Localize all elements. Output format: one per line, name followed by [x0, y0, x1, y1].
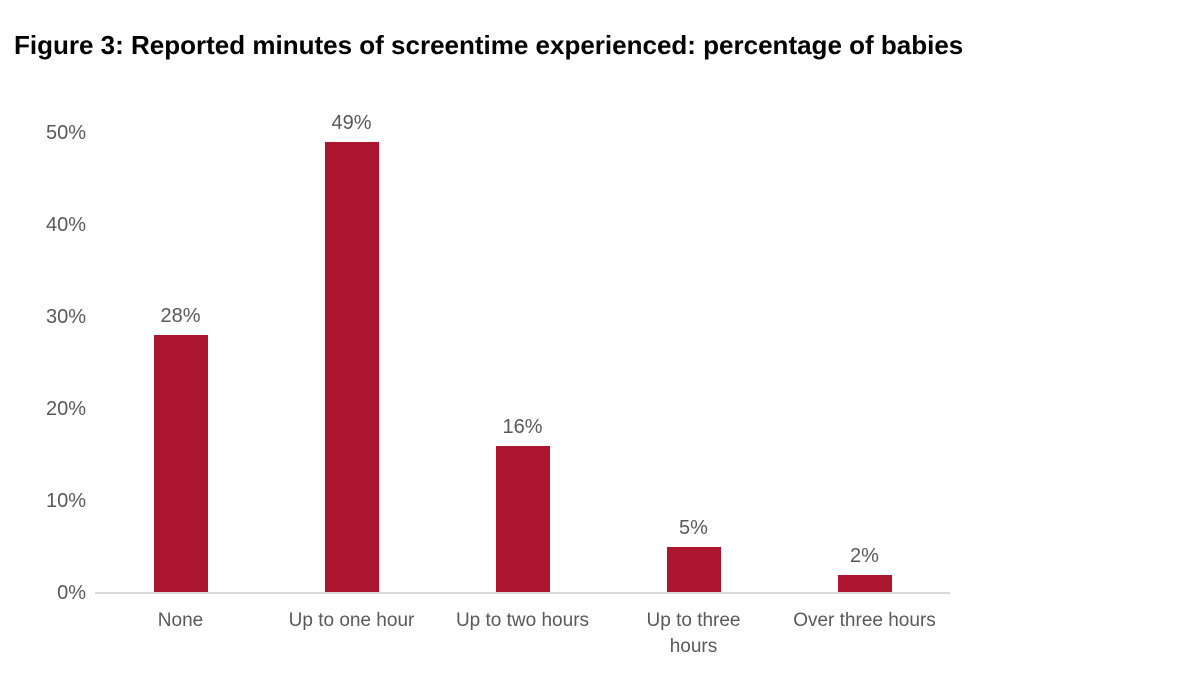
x-category-label: Up to two hours [455, 610, 590, 631]
x-category-label: Over three hours [793, 610, 936, 631]
y-tick-label: 50% [45, 122, 86, 144]
bar-up-to-two-hours [495, 445, 550, 593]
y-tick-label: 20% [45, 398, 86, 420]
x-category-label: None [157, 610, 204, 631]
value-label: 16% [502, 415, 543, 438]
value-label: 49% [331, 112, 372, 135]
chart-title: Figure 3: Reported minutes of screentime… [14, 30, 964, 60]
value-label: 5% [679, 517, 708, 539]
y-tick-label: 10% [45, 490, 86, 512]
y-tick-label: 40% [45, 214, 86, 236]
bar-up-to-three-hours [666, 547, 721, 593]
x-category-label: Up to three hours [646, 610, 741, 657]
bar-none [153, 335, 208, 593]
x-axis-line [95, 592, 950, 594]
y-tick-label: 30% [45, 306, 86, 328]
x-category-label: Up to one hour [288, 610, 415, 631]
value-label: 2% [850, 544, 879, 567]
value-label: 28% [160, 305, 201, 328]
y-tick-label: 0% [57, 582, 86, 604]
bar-over-three-hours [837, 574, 892, 593]
bar-up-to-one-hour [324, 142, 379, 593]
